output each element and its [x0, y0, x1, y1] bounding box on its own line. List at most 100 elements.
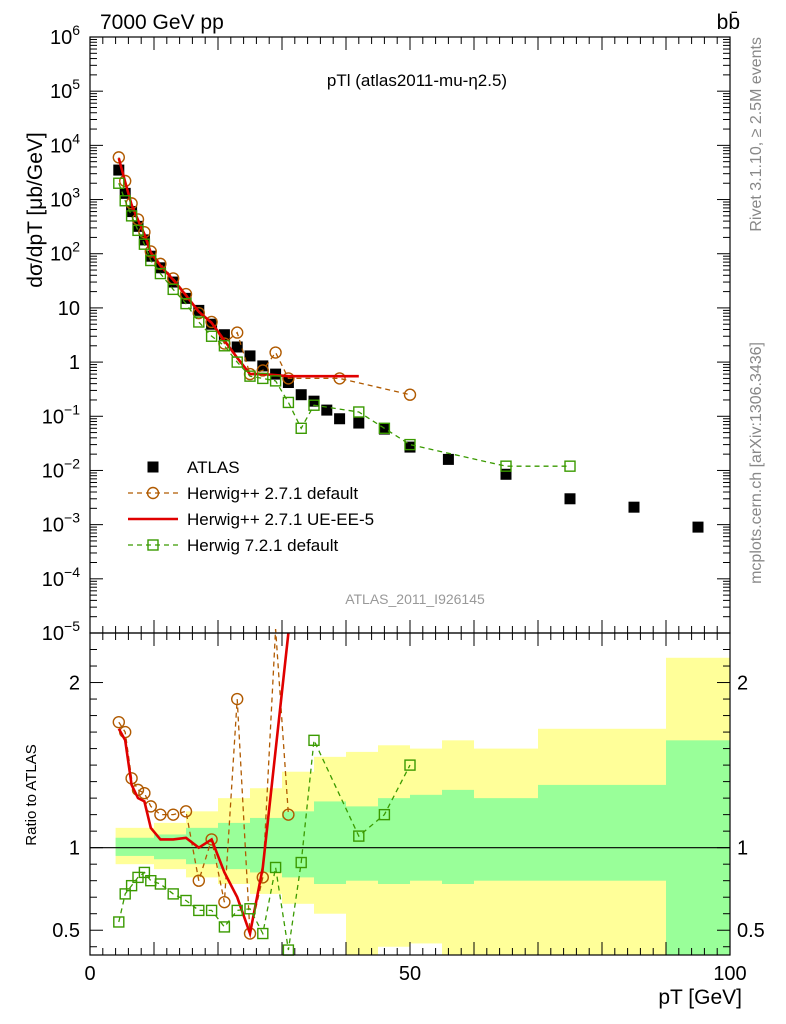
- main-frame: [89, 36, 731, 634]
- x-axis-title: pT [GeV]: [658, 986, 742, 1009]
- data-point: [138, 234, 150, 246]
- data-point: [308, 399, 320, 411]
- data-point: [125, 879, 138, 892]
- uncertainty-band-inner: [378, 798, 410, 884]
- data-point: [230, 692, 244, 706]
- analysis-label: ATLAS_2011_I926145: [345, 591, 485, 607]
- data-point: [403, 388, 417, 401]
- data-point: [218, 329, 230, 341]
- data-point: [218, 921, 231, 933]
- data-point: [126, 206, 138, 218]
- data-point: [244, 350, 256, 362]
- data-point: [282, 808, 295, 821]
- legend-label: Herwig 7.2.1 default: [187, 536, 338, 555]
- data-point: [564, 460, 576, 472]
- data-point: [295, 856, 307, 869]
- data-point: [144, 245, 158, 258]
- data-point: [132, 224, 144, 237]
- data-point: [244, 903, 256, 915]
- data-point: [193, 316, 205, 328]
- y-tick-label: 10−5: [42, 618, 80, 645]
- data-point: [145, 250, 157, 262]
- data-point: [138, 786, 151, 800]
- data-point: [269, 861, 282, 874]
- legend-label: Herwig++ 2.7.1 default: [187, 484, 358, 503]
- legend-label: Herwig++ 2.7.1 UE-EE-5: [187, 510, 374, 529]
- data-point: [308, 734, 320, 747]
- y-tick-label: 106: [50, 22, 80, 49]
- data-point: [256, 364, 269, 377]
- data-point: [205, 904, 218, 917]
- data-point: [154, 267, 167, 280]
- series-line: [118, 182, 570, 467]
- data-point: [205, 315, 218, 329]
- uncertainty-band-inner: [410, 794, 442, 881]
- data-point: [231, 341, 243, 353]
- data-point: [378, 808, 391, 821]
- data-point: [138, 866, 151, 879]
- data-point: [231, 356, 243, 368]
- data-point: [692, 521, 704, 533]
- ratio-y-tick-label: 2: [69, 673, 80, 695]
- y-tick-label: 102: [50, 239, 80, 266]
- rivet-label: Rivet 3.1.10, ≥ 2.5M events: [748, 37, 765, 232]
- ratio-series-herwig-2-7-1-ue-ee-5: [117, 632, 290, 939]
- data-point: [244, 370, 256, 382]
- legend-symbol: [128, 486, 178, 500]
- data-point: [295, 422, 307, 434]
- data-point: [119, 195, 131, 207]
- y-tick-label: 104: [50, 130, 80, 157]
- uncertainty-band-inner: [442, 789, 474, 884]
- data-point: [257, 372, 269, 385]
- data-point: [282, 377, 294, 389]
- data-point: [166, 808, 180, 821]
- data-point: [180, 894, 192, 907]
- ratio-y-tick-label: 0.5: [52, 920, 80, 942]
- data-point: [628, 501, 640, 513]
- data-point: [269, 346, 282, 359]
- ratio-y-tick-label: 1: [69, 838, 80, 860]
- data-point: [180, 297, 192, 310]
- data-point: [378, 422, 391, 434]
- y-tick-label: 1: [69, 352, 80, 374]
- header-left: 7000 GeV pp: [100, 11, 224, 34]
- data-point: [404, 438, 416, 451]
- y-tick-label: 10−4: [42, 564, 80, 591]
- data-point: [353, 417, 365, 429]
- data-point: [353, 830, 365, 842]
- uncertainty-band-inner: [538, 784, 666, 881]
- data-point: [308, 395, 320, 407]
- data-point: [154, 878, 167, 890]
- data-point: [167, 283, 179, 296]
- data-point: [321, 404, 333, 416]
- data-point: [154, 808, 167, 821]
- data-point: [269, 375, 282, 387]
- x-tick-label: 100: [713, 963, 746, 985]
- data-point: [295, 389, 307, 401]
- data-point: [334, 413, 346, 425]
- series-line: [117, 157, 359, 378]
- data-point: [442, 453, 454, 465]
- legend-symbol: [147, 461, 159, 473]
- ratio-y-tick-label: 1: [737, 838, 748, 860]
- data-point: [167, 888, 179, 900]
- data-point: [218, 340, 231, 352]
- data-point: [147, 461, 159, 473]
- data-point: [500, 460, 512, 472]
- data-point: [230, 326, 244, 339]
- data-point: [147, 539, 159, 551]
- series-herwig-7-2-1-default: [113, 177, 576, 472]
- y-tick-label: 10−1: [42, 401, 80, 428]
- y-tick-label: 105: [50, 76, 80, 103]
- legend-label: ATLAS: [187, 458, 240, 477]
- ratio-line: [117, 632, 290, 939]
- y-axis-title-ratio: Ratio to ATLAS: [23, 744, 40, 845]
- data-point: [564, 493, 576, 505]
- main-panel: [89, 36, 731, 634]
- legend: ATLAS Herwig++ 2.7.1 default Herwig++ 2.7.…: [128, 458, 374, 555]
- data-point: [218, 895, 231, 909]
- data-point: [205, 833, 218, 846]
- data-point: [112, 715, 126, 729]
- ratio-series-herwig-7-2-1-default: [113, 734, 416, 956]
- ratio-line: [118, 737, 411, 951]
